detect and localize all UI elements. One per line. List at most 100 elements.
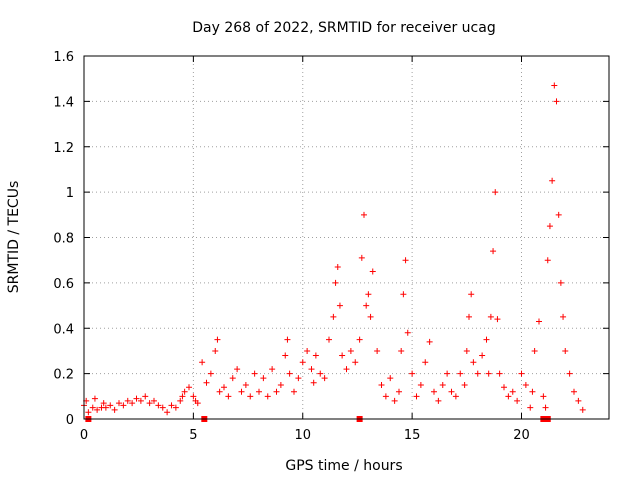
data-point [137, 397, 144, 404]
data-point [409, 370, 416, 377]
data-point [452, 393, 459, 400]
data-point [94, 406, 101, 413]
data-point [398, 347, 405, 354]
data-point [505, 393, 512, 400]
data-point [496, 370, 503, 377]
data-point [133, 395, 140, 402]
data-point [468, 291, 475, 298]
data-point [181, 388, 188, 395]
data-point [120, 402, 127, 409]
data-point [299, 359, 306, 366]
data-point [207, 370, 214, 377]
data-point [179, 393, 186, 400]
data-point [91, 395, 98, 402]
x-tick-label: 20 [513, 428, 530, 443]
data-point [527, 404, 534, 411]
data-point [282, 352, 289, 359]
ticks-layer: 0 0.2 0.4 0.6 0.8 1 1.2 1.4 1.6 0 5 10 15 20 [53, 50, 609, 443]
data-point [100, 400, 107, 407]
data-point [431, 388, 437, 395]
data-point [129, 400, 136, 407]
data-point [229, 375, 236, 382]
data-point [242, 381, 249, 388]
y-tick-label: 1.4 [53, 95, 74, 110]
data-point [142, 393, 149, 400]
data-point [164, 409, 171, 416]
y-tick-label: 0.2 [53, 368, 74, 383]
data-point [555, 211, 562, 218]
data-point [531, 347, 538, 354]
data-point [347, 347, 354, 354]
data-point [310, 379, 317, 386]
data-point [549, 177, 556, 184]
data-point [378, 381, 385, 388]
data-point [190, 393, 197, 400]
data-point [358, 254, 365, 261]
data-point [247, 393, 254, 400]
data-point [194, 400, 201, 407]
y-axis-label: SRMTID / TECUs [6, 181, 22, 294]
data-point [308, 366, 315, 373]
data-point [332, 279, 339, 286]
data-point [463, 347, 470, 354]
y-tick-label: 0.4 [53, 322, 74, 337]
data-point [487, 313, 494, 320]
y-tick-label: 0.6 [53, 277, 74, 292]
data-point [542, 404, 549, 411]
data-point [374, 347, 381, 354]
data-point [203, 379, 210, 386]
data-point [485, 370, 492, 377]
data-point [402, 257, 409, 264]
data-point [234, 366, 241, 373]
data-point [492, 189, 499, 196]
data-point [291, 388, 297, 395]
data-point [514, 397, 521, 404]
y-tick-label: 0.8 [53, 232, 74, 247]
data-point [107, 402, 114, 409]
data-point [168, 402, 175, 409]
data-point [356, 336, 363, 343]
data-point [529, 388, 536, 395]
data-point [212, 347, 219, 354]
data-point [387, 375, 394, 382]
data-point [571, 388, 577, 395]
data-point [551, 82, 558, 89]
data-point [404, 329, 411, 336]
data-point [321, 375, 328, 382]
data-point [260, 375, 267, 382]
data-point [361, 211, 367, 218]
data-point [339, 352, 346, 359]
data-point [273, 388, 280, 395]
data-point [365, 291, 372, 298]
data-point [461, 381, 468, 388]
data-point [334, 263, 341, 270]
data-point [221, 384, 227, 391]
data-point [89, 404, 96, 411]
data-point [509, 388, 516, 395]
data-point [172, 404, 179, 411]
data-point [277, 381, 284, 388]
x-tick-label: 10 [294, 428, 311, 443]
data-point [295, 375, 302, 382]
data-point [562, 347, 569, 354]
data-point [426, 338, 433, 345]
data-point [417, 381, 424, 388]
data-point [199, 359, 206, 366]
data-point [269, 366, 276, 373]
data-point [146, 400, 153, 407]
data-point [284, 336, 291, 343]
data-point [457, 370, 464, 377]
data-point [85, 409, 92, 416]
data-point [111, 406, 118, 413]
chart-title: Day 268 of 2022, SRMTID for receiver uca… [192, 20, 495, 36]
data-point [151, 397, 157, 404]
data-point [435, 397, 442, 404]
data-point [448, 388, 455, 395]
data-point [317, 370, 324, 377]
data-point [312, 352, 319, 359]
data-point [579, 406, 586, 413]
data-point [544, 257, 551, 264]
x-axis-label: GPS time / hours [285, 458, 402, 474]
data-point [479, 352, 486, 359]
data-point [557, 279, 564, 286]
